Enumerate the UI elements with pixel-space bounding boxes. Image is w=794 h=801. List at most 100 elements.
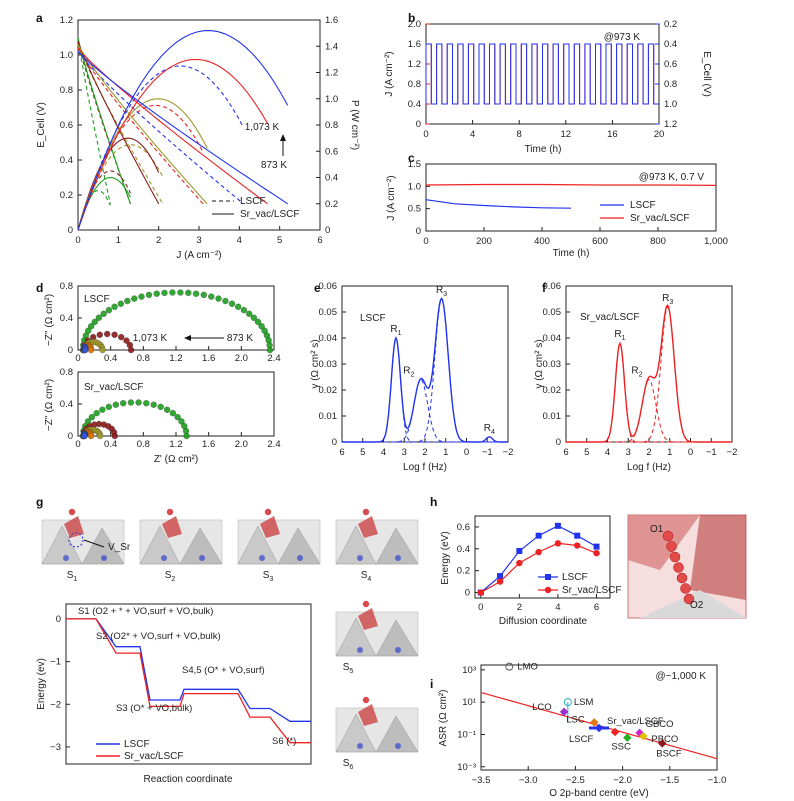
panel-a-ytick-right-label: 0.6 bbox=[325, 146, 338, 157]
panel-g-state-label-4: S6 (*) bbox=[272, 736, 296, 747]
panel-e-xtick-label: 4 bbox=[381, 447, 386, 458]
panel-a-srvac-power-curve-1073K bbox=[77, 30, 289, 231]
panel-g-cation-4 bbox=[357, 647, 363, 653]
panel-f-ytick-label: 0.06 bbox=[543, 281, 562, 292]
panel-h-inset-poly1 bbox=[628, 515, 700, 570]
panel-d-point-0-0 bbox=[192, 290, 200, 297]
panel-f-ytick-label: 0.02 bbox=[543, 385, 562, 396]
panel-d-point-1-0 bbox=[135, 399, 142, 406]
panel-d-ylabel-bottom: −Z'' (Ω cm²) bbox=[44, 379, 55, 431]
panel-a-ytick-left-label: 0.4 bbox=[60, 155, 73, 166]
panel-c-title: @973 K, 0.7 V bbox=[639, 172, 705, 183]
panel-d-ytick-label: 0.4 bbox=[60, 313, 73, 324]
panel-e-xtick-label: 3 bbox=[402, 447, 407, 458]
panel-d-point-0-0 bbox=[153, 290, 160, 297]
panel-i-point-label-5: Sr_vac/LSCF bbox=[607, 716, 664, 727]
panel-d-point-0-0 bbox=[169, 289, 176, 296]
panel-d-point-0-4 bbox=[82, 346, 89, 354]
panel-c-xtick-label: 200 bbox=[476, 236, 492, 247]
panel-a-ytick-right-label: 0.2 bbox=[325, 199, 338, 210]
panel-d-point-1-0 bbox=[120, 400, 127, 407]
panel-e-ytick-label: 0.03 bbox=[319, 359, 338, 370]
panel-a-ytick-left-label: 1.2 bbox=[60, 15, 73, 26]
panel-d-point-0-0 bbox=[88, 323, 95, 330]
panel-f-xtick-label: 0 bbox=[688, 447, 693, 458]
panel-b-ylabel-left: J (A cm⁻²) bbox=[384, 51, 395, 96]
panel-g-label: g bbox=[36, 495, 43, 509]
panel-e-ytick-label: 0.06 bbox=[319, 281, 338, 292]
panel-i-ytick-label: 10¹ bbox=[462, 697, 476, 708]
panel-i-point-label-0: LMO bbox=[517, 662, 538, 673]
panel-i-xtick-label: −2.0 bbox=[613, 775, 632, 786]
panel-c-curves bbox=[425, 183, 717, 209]
panel-a-ytick-left-label: 0 bbox=[68, 225, 73, 236]
panel-b-ytick-left-label: 0 bbox=[416, 119, 421, 130]
panel-f-xtick-label: −2 bbox=[727, 447, 738, 458]
panel-g-profile-srvac bbox=[66, 618, 311, 744]
panel-d-point-0-0 bbox=[240, 306, 248, 314]
panel-e-peak-label-R1: R1 bbox=[390, 324, 401, 337]
panel-c-xtick-label: 400 bbox=[534, 236, 550, 247]
panel-g-legend-srvac: Sr_vac/LSCF bbox=[124, 751, 183, 762]
panel-a-lscf-power-curve-1023K bbox=[77, 104, 204, 231]
panel-a-xtick-label: 6 bbox=[317, 235, 322, 246]
panel-f-xlabel: Log f (Hz) bbox=[627, 462, 671, 473]
panel-h-inset-o2: O2 bbox=[690, 600, 704, 611]
panel-d-point-0-0 bbox=[185, 289, 192, 297]
panel-a-ytick-left-label: 1.0 bbox=[60, 50, 73, 61]
panel-h-frame bbox=[474, 515, 611, 599]
panel-f-xtick-label: 3 bbox=[626, 447, 631, 458]
panel-g-ytick-label: −1 bbox=[50, 657, 61, 668]
panel-h-xtick-label: 6 bbox=[594, 602, 599, 613]
panel-d-arrowhead bbox=[184, 335, 191, 341]
panel-c-ytick-label: 1.5 bbox=[408, 159, 421, 170]
panel-e-xtick-label: 1 bbox=[443, 447, 448, 458]
panel-d-point-1-0 bbox=[112, 401, 119, 408]
panel-a-srvac-voltage-curve-923K bbox=[77, 40, 160, 205]
panel-d-point-0-0 bbox=[131, 295, 138, 302]
panel-h-inset-poly2 bbox=[690, 515, 746, 600]
panel-g-vacancy-arrow bbox=[83, 539, 105, 548]
panel-i-point-5 bbox=[610, 727, 620, 737]
panel-d-point-1-0 bbox=[150, 401, 157, 408]
panel-f-drt-total bbox=[566, 304, 732, 443]
panel-c-legend-lscf: LSCF bbox=[630, 200, 656, 211]
panel-d-point-1-0 bbox=[157, 403, 164, 411]
panel-b-voltage-trace bbox=[425, 43, 659, 105]
panel-e-ytick-label: 0.02 bbox=[319, 385, 338, 396]
panel-g-cation-5 bbox=[357, 743, 363, 749]
panel-i-point-4 bbox=[594, 723, 604, 733]
panel-g-surface-1 bbox=[162, 516, 182, 538]
panel-f-label: f bbox=[542, 281, 547, 295]
panel-d-xtick-label: 2.0 bbox=[235, 439, 248, 450]
panel-g-xlabel: Reaction coordinate bbox=[144, 774, 233, 785]
panel-f-peak-R1 bbox=[566, 341, 732, 443]
panel-i-ytick-label: 10⁻³ bbox=[457, 762, 476, 773]
panel-f-xtick-label: 2 bbox=[646, 447, 651, 458]
panel-b-ticks: 0 4 8 12 16 20 0 0.4 0.8 1.2 1.6 2.0 0.2 0.4 0.6 0.8 1.0… bbox=[408, 19, 677, 140]
panel-b-xtick-label: 4 bbox=[470, 129, 475, 140]
panel-h-inset-oxygen-3 bbox=[673, 562, 684, 573]
panel-d-point-1-0 bbox=[99, 406, 106, 413]
panel-h-curves bbox=[477, 522, 600, 596]
panel-h-inset-oxygen-1 bbox=[666, 541, 677, 552]
panel-d-ytick-label: 0 bbox=[68, 431, 73, 442]
panel-d-xtick-label-top: 0 bbox=[75, 353, 80, 364]
panel-c: c 0 200 400 600 800 1,000 0 0.5 1.0 1.5 @973 K, 0… bbox=[386, 151, 728, 259]
panel-a-ticks: 0 1 2 3 4 5 600.20.40.60.81.01.200.20.40.60.81… bbox=[60, 15, 338, 246]
panel-d-point-0-1 bbox=[96, 331, 103, 338]
panel-d-point-0-1 bbox=[123, 337, 130, 344]
panel-i-point-label-1: LSM bbox=[574, 697, 594, 708]
panel-f-xtick-label: 4 bbox=[605, 447, 610, 458]
panel-i-xtick-label: −1.0 bbox=[708, 775, 727, 786]
panel-i-frame bbox=[480, 664, 718, 771]
panel-d-point-0-0 bbox=[138, 293, 145, 300]
panel-d-xtick-label: 0.4 bbox=[104, 439, 117, 450]
panel-g-state-label-0: S1 (O2 + * + VO,surf + VO,bulk) bbox=[78, 606, 213, 617]
panel-a-srvac-power-curve-923K bbox=[77, 137, 160, 231]
panel-h-legend-lscf: LSCF bbox=[562, 572, 588, 583]
panel-b-ytick-right-label: 0.6 bbox=[664, 59, 677, 70]
panel-h-marker-srvac bbox=[496, 578, 504, 585]
panel-h-marker-lscf bbox=[535, 532, 542, 539]
panel-g-state-label-2: S4,5 (O* + VO,surf) bbox=[182, 665, 265, 676]
